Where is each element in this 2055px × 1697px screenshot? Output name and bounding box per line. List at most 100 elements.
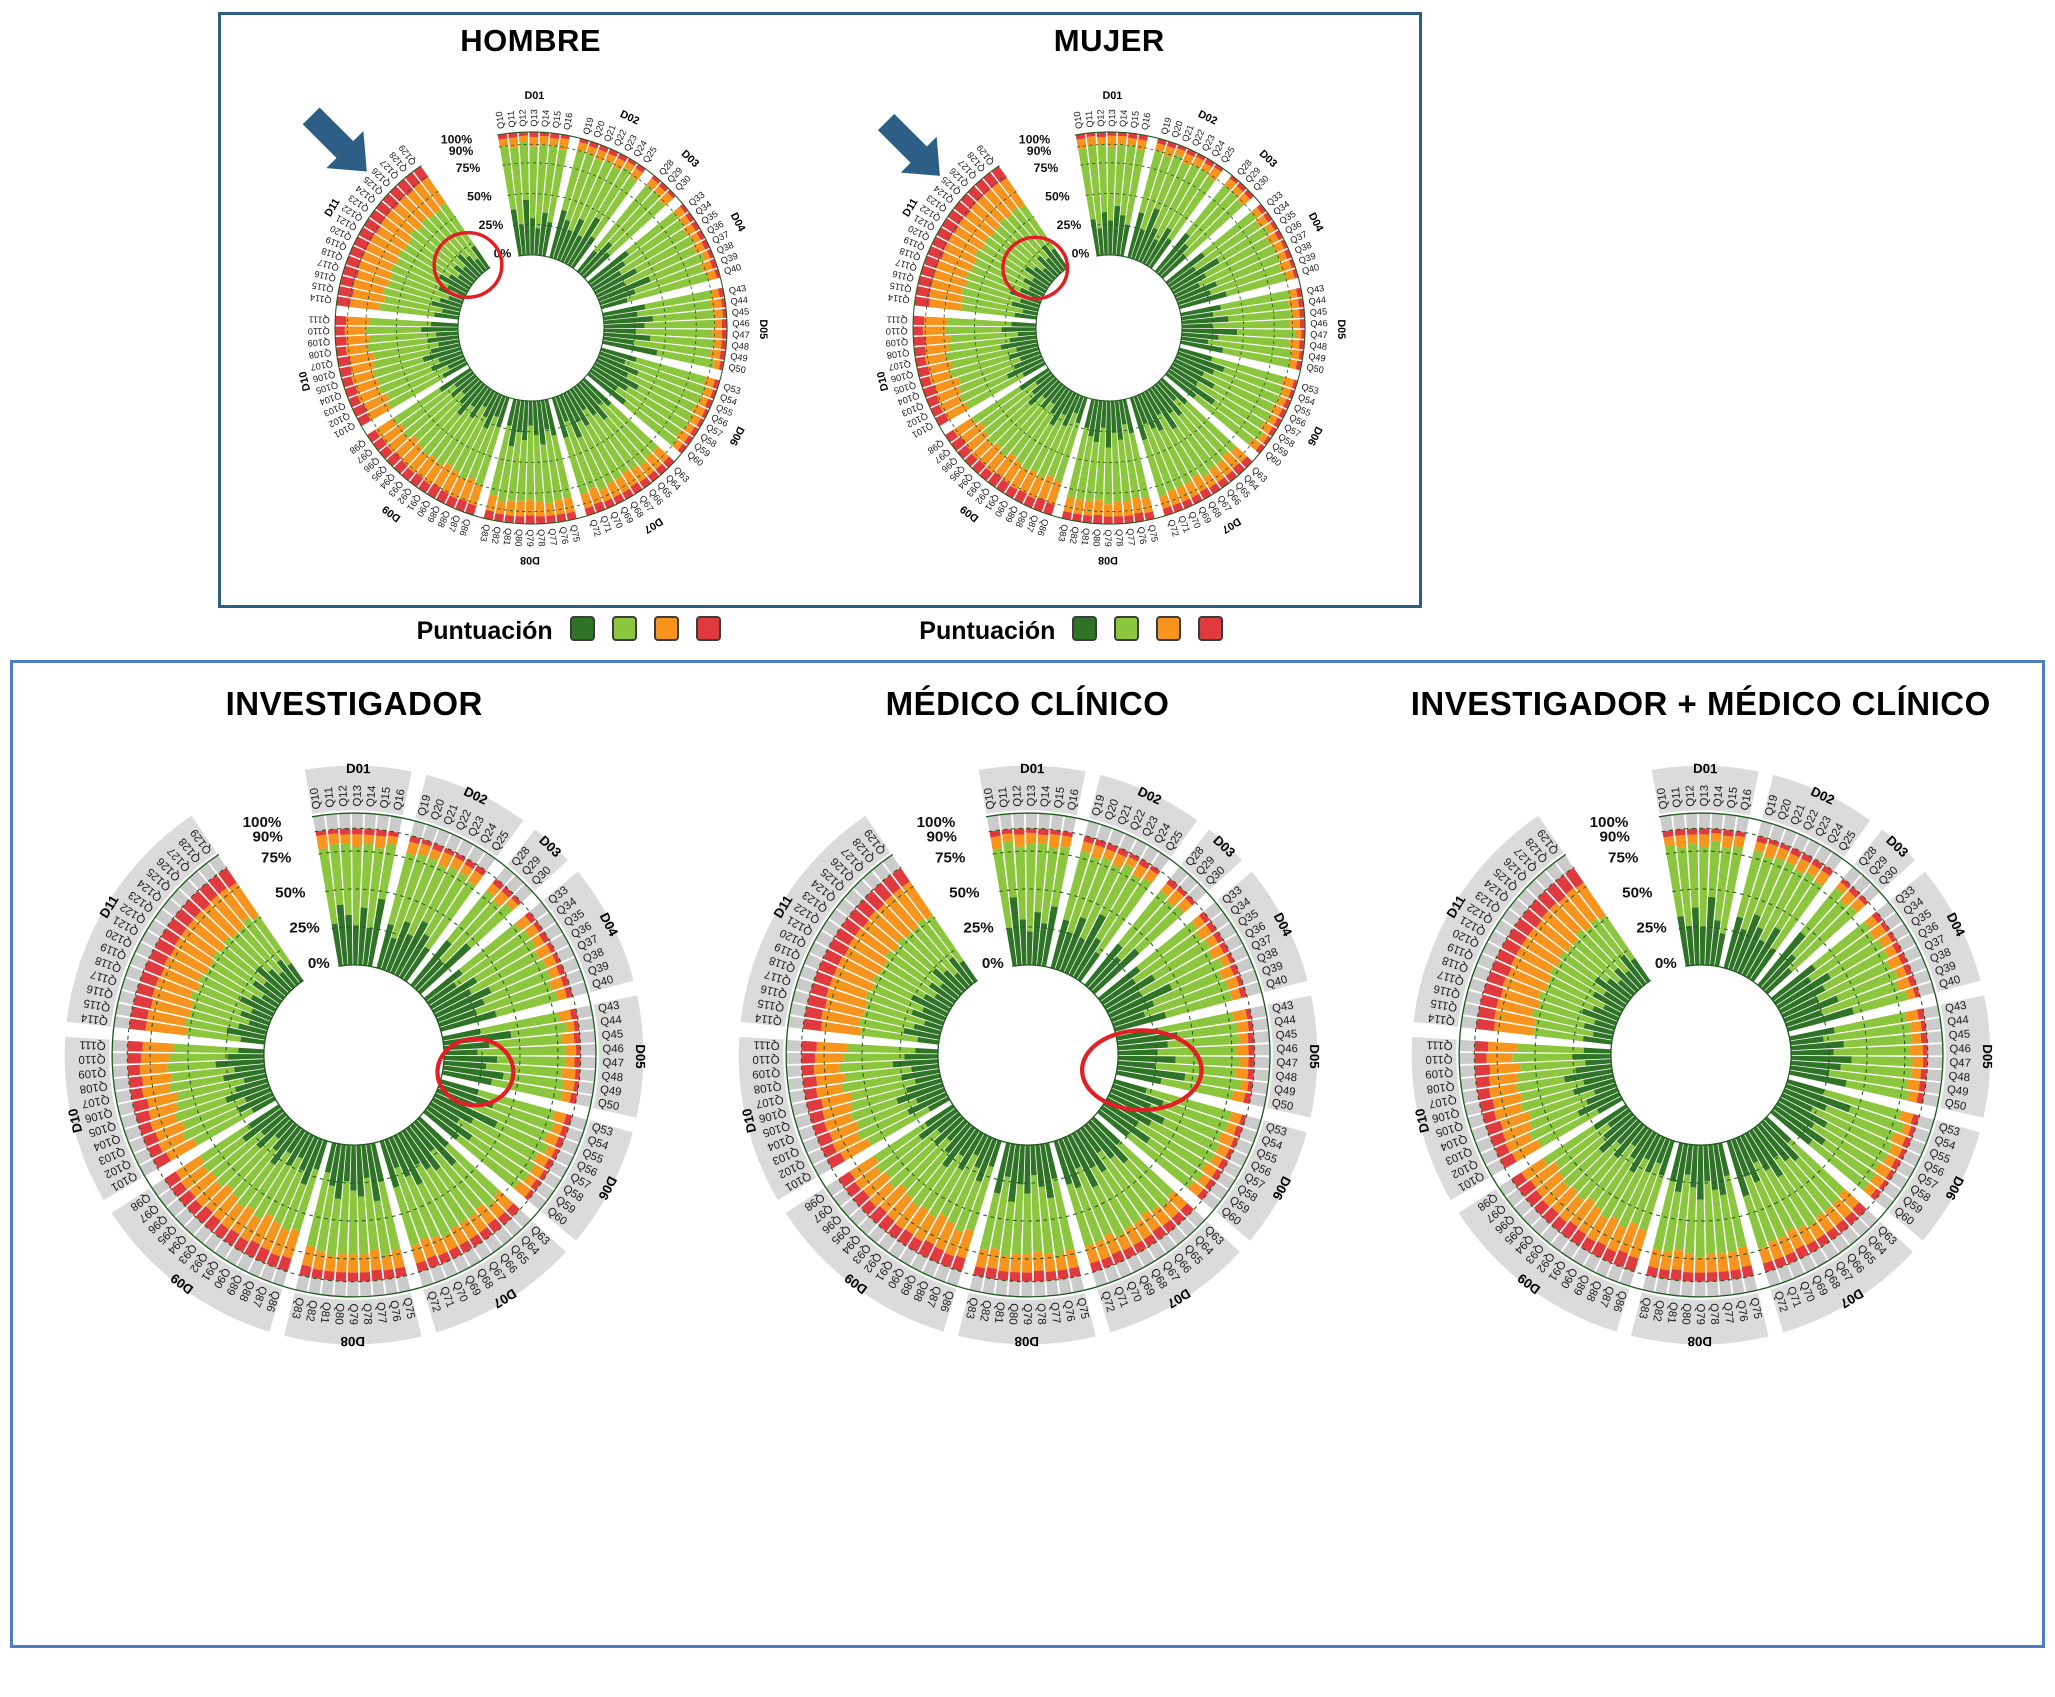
score-segment — [1874, 1162, 1892, 1179]
score-segment — [565, 1056, 575, 1068]
score-segment — [1106, 400, 1112, 448]
score-segment — [1572, 1078, 1615, 1096]
score-segment — [313, 1250, 326, 1271]
question-label: Q50 — [1943, 1097, 1966, 1113]
score-segment — [442, 1028, 481, 1041]
score-segment — [547, 148, 567, 223]
score-segment — [423, 462, 443, 485]
question-label: Q109 — [78, 1066, 107, 1080]
score-segment — [696, 418, 704, 428]
score-segment — [689, 426, 699, 437]
score-segment — [459, 1218, 479, 1240]
score-segment — [1181, 336, 1209, 345]
score-segment — [1105, 991, 1142, 1014]
score-segment — [570, 1008, 579, 1020]
score-segment — [453, 264, 475, 284]
score-segment — [1160, 253, 1187, 279]
score-segment — [1753, 841, 1766, 853]
score-segment — [1181, 316, 1229, 325]
score-segment — [1141, 497, 1154, 514]
score-segment — [1000, 405, 1045, 457]
score-segment — [576, 420, 614, 485]
question-label: Q13 — [1025, 785, 1037, 807]
score-segment — [446, 890, 495, 945]
grid-circle — [1572, 926, 1830, 1184]
score-segment — [1097, 966, 1141, 1002]
score-segment — [691, 404, 706, 417]
score-segment — [925, 1213, 948, 1245]
score-segment — [1301, 329, 1306, 339]
score-segment — [461, 377, 480, 395]
score-segment — [910, 1009, 944, 1026]
score-segment — [567, 216, 600, 267]
grid-circle — [912, 131, 1306, 525]
score-segment — [256, 966, 289, 997]
question-label: Q15 — [550, 110, 562, 129]
score-segment — [1124, 515, 1135, 524]
score-segment — [1691, 907, 1700, 966]
score-segment — [1062, 1136, 1081, 1169]
score-segment — [573, 1020, 580, 1032]
score-segment — [552, 1110, 567, 1124]
score-segment — [929, 288, 964, 303]
axis-tick-label: 0% — [981, 955, 1003, 972]
score-segment — [469, 1233, 484, 1248]
score-segment — [541, 221, 553, 257]
score-segment — [920, 376, 932, 388]
score-segment — [1208, 944, 1224, 960]
score-segment — [1082, 514, 1093, 524]
score-segment — [1742, 1194, 1768, 1250]
score-segment — [1706, 1253, 1717, 1273]
missing-segment — [376, 814, 390, 831]
score-segment — [1229, 1137, 1239, 1149]
question-label: Q46 — [1276, 1043, 1298, 1055]
score-segment — [1643, 1133, 1661, 1161]
question-label: Q83 — [478, 523, 492, 542]
score-segment — [1010, 401, 1055, 458]
score-segment — [350, 1145, 357, 1191]
score-segment — [1117, 1060, 1156, 1070]
score-segment — [977, 195, 1005, 223]
score-segment — [1174, 358, 1205, 377]
score-segment — [621, 468, 638, 487]
score-segment — [954, 201, 972, 218]
score-segment — [589, 368, 618, 391]
question-label: Q111 — [308, 314, 330, 325]
question-label: Q109 — [307, 337, 330, 349]
score-segment — [1013, 354, 1043, 370]
score-segment — [1617, 979, 1636, 997]
score-segment — [371, 1142, 385, 1183]
score-segment — [1195, 381, 1265, 429]
score-segment — [1151, 970, 1222, 1007]
domain-band — [415, 774, 524, 857]
score-segment — [345, 335, 370, 346]
question-label: Q43 — [1271, 1000, 1294, 1016]
score-segment — [203, 1136, 247, 1173]
question-label: Q10 — [982, 787, 997, 810]
missing-segment — [1480, 1148, 1499, 1165]
missing-segment — [1765, 1269, 1781, 1287]
score-segment — [1577, 1092, 1621, 1117]
question-label: Q77 — [547, 528, 559, 546]
domain-band — [1413, 815, 1564, 1027]
score-segment — [561, 1033, 575, 1045]
score-segment — [931, 968, 963, 997]
score-segment — [1237, 329, 1296, 339]
score-segment — [1607, 1224, 1627, 1253]
missing-segment — [1509, 898, 1528, 917]
score-segment — [237, 1092, 274, 1114]
score-segment — [1808, 1139, 1870, 1191]
missing-segment — [946, 1268, 962, 1287]
score-segment — [907, 1236, 923, 1253]
score-segment — [1485, 1120, 1503, 1136]
score-segment — [1703, 1144, 1710, 1182]
score-segment — [518, 132, 528, 137]
score-segment — [381, 937, 398, 971]
score-segment — [432, 988, 473, 1014]
score-segment — [1806, 863, 1820, 877]
missing-segment — [969, 1274, 984, 1293]
score-segment — [449, 476, 466, 500]
question-label: Q16 — [392, 788, 408, 811]
score-segment — [381, 1254, 394, 1271]
score-segment — [1844, 1211, 1859, 1226]
